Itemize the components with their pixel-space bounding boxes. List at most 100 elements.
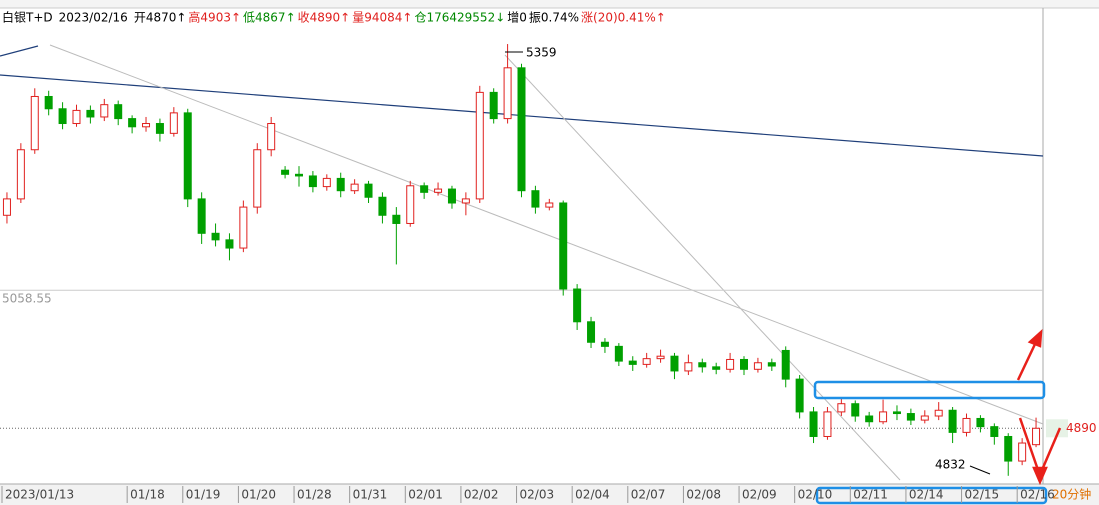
x-tick-label: 02/01 [408,488,443,502]
candle-body [698,362,707,368]
candle-body [587,321,596,343]
x-tick-label: 02/16 [1020,488,1055,502]
period-label: 20分钟 [1052,487,1091,502]
candle-body [72,109,81,125]
price-tag: 4890 [1066,421,1097,435]
arrow-head [1027,328,1043,348]
candle-body [670,355,679,372]
candle-body [684,362,693,372]
highlight-box [815,486,1048,505]
arrow [1018,417,1040,471]
candle-body [503,67,512,120]
candle-body [906,413,915,421]
candle-body [225,239,234,249]
candle-body [656,355,665,360]
candle-body [406,185,415,224]
x-tick-label: 02/02 [464,488,499,502]
candle-body [837,403,846,413]
x-tick-label: 02/07 [631,488,666,502]
reference-label: 5058.55 [2,292,52,306]
candle-body [573,288,582,323]
x-tick-label: 02/10 [798,488,833,502]
x-tick-label: 01/19 [186,488,221,502]
candle-body [30,95,39,151]
x-tick-label: 02/08 [686,488,721,502]
header-item: 仓176429552↓ [414,11,505,25]
candle-body [892,411,901,415]
candle-body [128,118,137,128]
candle-body [475,91,484,200]
candle-body [531,190,540,208]
high-label: 5359 [526,46,557,60]
candle-body [781,349,790,380]
arrow-head [1032,466,1048,486]
candle-body [726,358,735,370]
candle-body [559,202,568,290]
header-item: 低4867↑ [243,11,296,25]
candle-body [642,358,651,365]
candle-body [948,409,957,433]
candle-body [934,409,943,417]
candle-body [197,198,206,234]
x-tick-label: 02/09 [742,488,777,502]
trend-line [504,54,901,481]
arrow [1040,427,1062,471]
candle-body [1004,435,1013,462]
candle-body [447,188,456,204]
candle-body [294,173,303,177]
candle-body [990,426,999,437]
candle-body [155,123,164,134]
candle-body [392,214,401,224]
header-text-bg [0,8,672,28]
header-item: 开4870↑ [134,11,187,25]
candle-body [1032,427,1041,446]
candle-body [865,415,874,423]
candle-body [308,175,317,188]
candle-body [239,206,248,249]
x-tick-label: 2023/01/13 [5,488,74,502]
x-tick-label: 01/18 [130,488,165,502]
candle-body [169,112,178,134]
candle-body [378,196,387,216]
candle-body [44,95,53,110]
header-item: 2023/02/16 [59,11,128,25]
candle-body [183,112,192,200]
header-item: 白银T+D [2,10,53,25]
candle-body [58,108,67,125]
candle-body [614,345,623,362]
x-tick-label: 02/04 [575,488,610,502]
candle-body [267,123,276,151]
header-item: 涨(20)0.41%↑ [581,10,666,25]
trend-line [0,45,39,57]
header: 白银T+D 2023/02/16 开4870↑ 高4903↑ 低4867↑ 收4890↑ 量… [0,0,1099,28]
candle-body [211,232,220,241]
arrow [1016,341,1038,381]
candle-body [281,169,290,175]
candle-body [740,358,749,370]
header-item: 高4903↑ [188,10,241,25]
candle-body [809,411,818,437]
header-item: 量94084↑ [352,11,412,25]
candle-body [962,417,971,433]
candle-body [823,411,832,437]
x-tick-label: 02/03 [520,488,555,502]
x-tick-label: 01/28 [297,488,332,502]
candle-body [2,198,11,216]
arrows [1016,328,1062,486]
candle-body [350,183,359,192]
highlight-box [813,380,1046,400]
candle-body [1018,442,1027,462]
candle-body [712,366,721,370]
candle-body [461,198,470,204]
header-item: 增0 [507,11,527,25]
candle-body [879,411,888,423]
candle-body [253,149,262,208]
trend-line [49,44,1044,425]
candle-body [517,67,526,192]
x-tick-label: 02/15 [965,488,1000,502]
header-bar [0,0,1099,8]
candle-body [976,417,985,428]
candle-body [100,104,109,118]
